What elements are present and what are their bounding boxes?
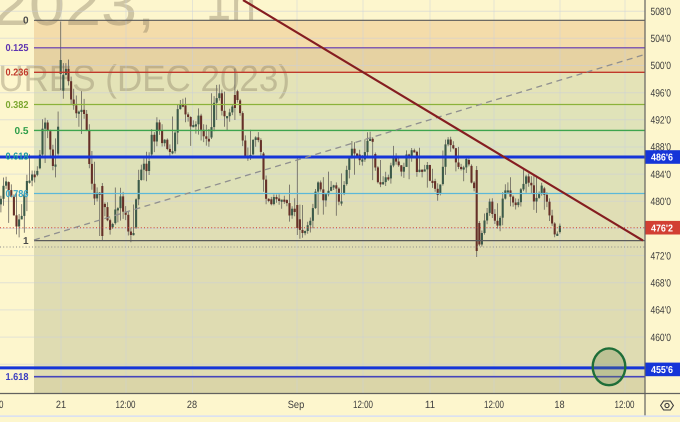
svg-text:1: 1 xyxy=(23,236,29,247)
svg-text:0.786: 0.786 xyxy=(6,189,29,200)
svg-text:500'0: 500'0 xyxy=(651,60,672,72)
svg-text:12:00: 12:00 xyxy=(484,399,504,411)
svg-text:0.236: 0.236 xyxy=(6,68,29,79)
svg-text:Sep: Sep xyxy=(288,399,305,411)
svg-text:12:00: 12:00 xyxy=(353,399,373,411)
svg-text:0.125: 0.125 xyxy=(6,43,29,54)
svg-text:464'0: 464'0 xyxy=(651,305,672,317)
svg-text:455'6: 455'6 xyxy=(651,365,673,376)
svg-text:28: 28 xyxy=(187,399,197,411)
svg-text:12:00: 12:00 xyxy=(116,399,136,411)
svg-text:12:00: 12:00 xyxy=(0,399,4,411)
svg-text:468'0: 468'0 xyxy=(651,278,672,290)
svg-text:0: 0 xyxy=(23,16,29,27)
svg-text:486'6: 486'6 xyxy=(651,153,673,164)
svg-text:12:00: 12:00 xyxy=(615,399,635,411)
svg-text:480'0: 480'0 xyxy=(651,196,672,208)
svg-text:0.618: 0.618 xyxy=(6,152,29,163)
svg-text:504'0: 504'0 xyxy=(651,33,672,45)
svg-text:0.5: 0.5 xyxy=(15,126,29,137)
svg-text:21: 21 xyxy=(56,399,66,411)
svg-text:476'2: 476'2 xyxy=(651,223,673,234)
svg-text:484'0: 484'0 xyxy=(651,169,672,181)
svg-text:460'0: 460'0 xyxy=(651,332,672,344)
svg-text:496'0: 496'0 xyxy=(651,87,672,99)
svg-text:1h: 1h xyxy=(206,0,256,32)
svg-text:492'0: 492'0 xyxy=(651,115,672,127)
svg-text:18: 18 xyxy=(554,399,564,411)
svg-text:1.618: 1.618 xyxy=(6,372,29,383)
svg-text:11: 11 xyxy=(425,399,435,411)
svg-text:472'0: 472'0 xyxy=(651,250,672,262)
svg-text:508'0: 508'0 xyxy=(651,6,672,18)
svg-text:0.382: 0.382 xyxy=(6,100,29,111)
